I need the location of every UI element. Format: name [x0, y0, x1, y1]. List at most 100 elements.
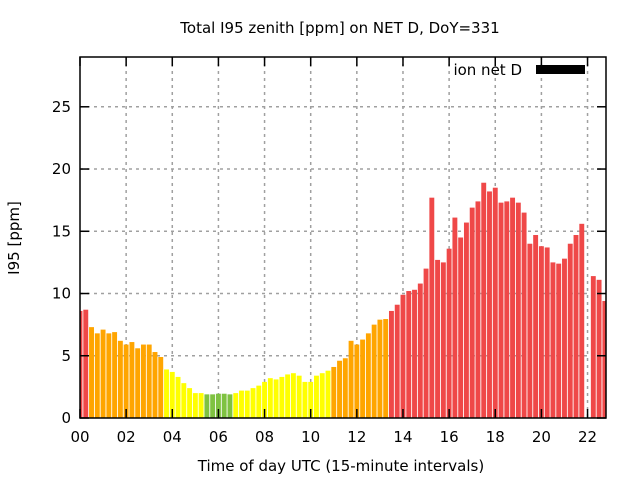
x-tick-label: 04	[163, 428, 182, 446]
x-tick-label: 22	[578, 428, 597, 446]
x-tick-label: 16	[440, 428, 459, 446]
bar	[227, 394, 233, 418]
bar	[562, 258, 567, 418]
x-tick-label: 06	[209, 428, 228, 446]
bar	[406, 291, 412, 418]
y-tick-label: 20	[52, 160, 71, 178]
bar	[140, 344, 146, 418]
bar	[204, 394, 210, 418]
bar	[452, 217, 458, 418]
bar	[412, 289, 417, 418]
y-axis-label: I95 [ppm]	[5, 201, 23, 275]
bar	[458, 237, 464, 418]
bar	[469, 207, 475, 418]
bar	[481, 182, 487, 418]
x-tick-label: 14	[393, 428, 412, 446]
bar	[80, 310, 83, 418]
bar	[198, 393, 204, 418]
x-axis-label: Time of day UTC (15-minute intervals)	[197, 457, 484, 475]
x-tick-label: 02	[117, 428, 136, 446]
bar	[365, 333, 371, 418]
bar	[181, 383, 187, 418]
bar	[360, 339, 366, 418]
bar	[273, 379, 279, 418]
bar	[83, 309, 89, 418]
bar	[210, 394, 216, 418]
bar	[429, 197, 435, 418]
bar	[175, 376, 181, 418]
bar	[152, 352, 158, 418]
x-tick-label: 20	[532, 428, 551, 446]
bar	[106, 333, 112, 418]
legend-label: ion net D	[453, 61, 522, 79]
x-tick-label: 08	[255, 428, 274, 446]
bar	[550, 262, 556, 418]
bar	[325, 370, 331, 418]
bar	[417, 283, 423, 418]
bar	[602, 300, 606, 418]
bar	[256, 385, 262, 418]
bar	[498, 202, 504, 418]
bar	[319, 373, 325, 418]
bar	[515, 202, 521, 418]
bar	[567, 243, 573, 418]
bar	[383, 319, 389, 418]
bar	[423, 268, 429, 418]
bar	[492, 187, 498, 418]
x-tick-label: 10	[301, 428, 320, 446]
chart-title: Total I95 zenith [ppm] on NET D, DoY=331	[179, 19, 499, 37]
bar	[596, 279, 602, 418]
bar	[308, 381, 314, 418]
bar	[112, 332, 118, 418]
bar	[394, 304, 400, 418]
bar	[521, 212, 527, 418]
bar	[331, 366, 337, 418]
bar	[590, 276, 596, 418]
bar	[169, 371, 175, 418]
bar	[573, 235, 579, 418]
y-tick-label: 10	[52, 285, 71, 303]
bar	[187, 388, 193, 418]
bar	[250, 388, 256, 418]
bar	[302, 381, 308, 418]
bar	[314, 375, 319, 418]
bar	[342, 358, 348, 418]
bar	[244, 390, 250, 418]
bar	[487, 191, 492, 418]
x-tick-label: 18	[486, 428, 505, 446]
bar	[215, 393, 221, 418]
y-tick-label: 0	[61, 409, 71, 427]
bar	[290, 373, 296, 418]
bar	[123, 344, 129, 418]
bar	[510, 197, 516, 418]
bar	[296, 375, 302, 418]
bar	[348, 340, 354, 418]
bar	[129, 342, 135, 418]
bars	[80, 182, 606, 418]
bar	[533, 235, 539, 418]
bar	[377, 319, 383, 418]
bar	[527, 243, 533, 418]
bar	[579, 223, 585, 418]
bar	[435, 259, 441, 418]
legend: ion net D	[453, 61, 585, 79]
y-tick-label: 25	[52, 98, 71, 116]
bar	[146, 344, 152, 418]
bar	[446, 248, 452, 418]
bar	[504, 201, 510, 418]
bar	[192, 393, 198, 418]
bar	[267, 378, 273, 418]
y-tick-label: 15	[52, 222, 71, 240]
bar	[400, 294, 406, 418]
bar	[371, 324, 377, 418]
x-tick-label: 00	[70, 428, 89, 446]
x-tick-label: 12	[347, 428, 366, 446]
bar	[285, 374, 291, 418]
bar	[117, 340, 123, 418]
y-tick-label: 5	[61, 347, 71, 365]
bar	[538, 246, 544, 418]
bar	[388, 310, 394, 418]
bar	[94, 333, 100, 418]
bar	[463, 222, 469, 418]
